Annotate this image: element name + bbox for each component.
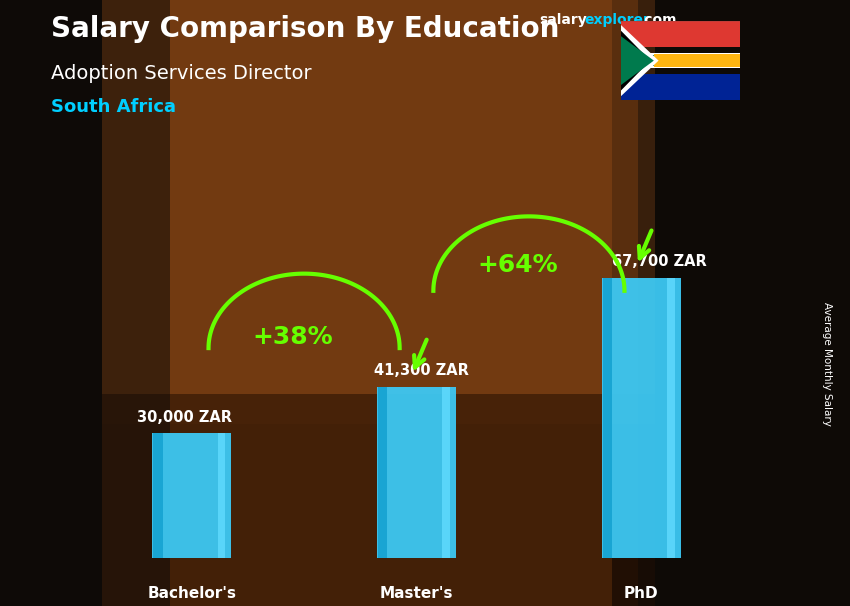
Text: 41,300 ZAR: 41,300 ZAR: [373, 364, 468, 379]
Bar: [620, 74, 740, 100]
Text: +64%: +64%: [478, 253, 558, 277]
Bar: [620, 55, 740, 66]
Text: Bachelor's
Degree: Bachelor's Degree: [147, 587, 236, 606]
Bar: [0, 0, 153, 606]
Bar: [620, 53, 740, 68]
Text: salary: salary: [540, 13, 587, 27]
Bar: [0, 0, 170, 606]
Bar: [620, 21, 740, 47]
Bar: [377, 387, 456, 558]
Text: South Africa: South Africa: [51, 98, 176, 116]
Bar: [603, 278, 612, 558]
Text: +38%: +38%: [252, 325, 333, 349]
Bar: [102, 394, 654, 606]
Bar: [152, 433, 231, 558]
Text: Adoption Services Director: Adoption Services Director: [51, 64, 312, 82]
Bar: [377, 387, 456, 558]
Polygon shape: [620, 30, 650, 91]
Text: 67,700 ZAR: 67,700 ZAR: [612, 255, 706, 269]
Polygon shape: [654, 54, 740, 67]
Bar: [638, 0, 850, 606]
Bar: [602, 278, 681, 558]
Bar: [378, 387, 388, 558]
Text: Average Monthly Salary: Average Monthly Salary: [822, 302, 832, 425]
Bar: [667, 278, 675, 558]
Text: explorer: explorer: [584, 13, 649, 27]
Bar: [602, 278, 681, 558]
Polygon shape: [620, 25, 659, 96]
Text: Master's
Degree: Master's Degree: [380, 587, 453, 606]
Polygon shape: [620, 36, 654, 85]
Text: Salary Comparison By Education: Salary Comparison By Education: [51, 15, 559, 43]
Bar: [102, 0, 654, 424]
Bar: [218, 433, 225, 558]
Bar: [153, 433, 162, 558]
Bar: [612, 0, 850, 606]
Bar: [102, 0, 654, 606]
Text: 30,000 ZAR: 30,000 ZAR: [138, 410, 232, 425]
Text: PhD: PhD: [624, 587, 659, 602]
Bar: [443, 387, 451, 558]
Bar: [152, 433, 231, 558]
Text: .com: .com: [640, 13, 677, 27]
